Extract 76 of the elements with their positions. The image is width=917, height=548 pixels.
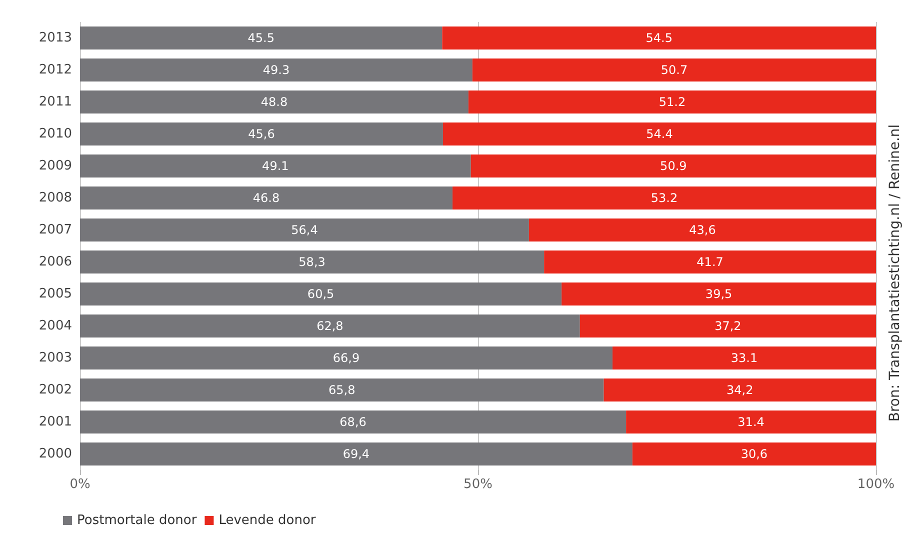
data-label: 33.1 — [730, 351, 758, 365]
text: Bron: Transplantatiestichting.nl / Renine.nl — [887, 124, 903, 422]
y-tick-label: 2004 — [38, 318, 72, 334]
bar — [80, 378, 604, 402]
bar — [468, 90, 876, 114]
data-label: 34,2 — [726, 383, 754, 397]
data-label: 49.3 — [262, 63, 290, 77]
bar — [470, 154, 876, 178]
bar — [80, 314, 580, 338]
data-label: 50.9 — [660, 159, 687, 173]
y-tick-label: 2002 — [38, 382, 72, 398]
bar — [528, 218, 876, 242]
bar — [80, 218, 529, 242]
data-label: 60,5 — [307, 287, 334, 301]
bar — [80, 442, 632, 466]
data-label: 43,6 — [689, 223, 716, 237]
bar — [544, 250, 876, 274]
y-tick-label: 2010 — [38, 126, 72, 142]
bar — [80, 26, 442, 50]
bar — [80, 186, 453, 210]
data-label: 62,8 — [316, 319, 344, 333]
bar — [442, 122, 876, 146]
data-label: 39,5 — [705, 287, 732, 301]
bar — [80, 410, 626, 434]
data-label: 45,6 — [248, 127, 275, 141]
y-tick-label: 2003 — [38, 350, 72, 366]
data-label: 48.8 — [260, 95, 288, 109]
data-label: 65,8 — [328, 383, 356, 397]
x-tick-label: 100% — [857, 477, 895, 492]
bar — [80, 250, 544, 274]
x-tick-label: 0% — [70, 477, 90, 492]
y-tick-label: 2001 — [38, 414, 72, 430]
bar — [80, 58, 472, 82]
data-label: 51.2 — [658, 95, 686, 109]
y-tick-label: 2006 — [38, 254, 72, 270]
y-tick-label: 2011 — [38, 94, 72, 110]
y-tick-label: 2000 — [38, 446, 72, 462]
data-label: 69,4 — [342, 447, 370, 461]
data-label: 49.1 — [262, 159, 289, 173]
y-tick-label: 2008 — [38, 190, 72, 206]
data-label: 50.7 — [660, 63, 688, 77]
data-label: 31.4 — [738, 415, 764, 429]
bar — [562, 282, 876, 306]
data-label: 54.4 — [646, 127, 673, 141]
y-tick-label: 2005 — [38, 286, 72, 302]
bar — [626, 410, 876, 434]
y-tick-label: 2013 — [38, 30, 72, 46]
data-label: 54.5 — [646, 31, 672, 45]
data-label: 45.5 — [248, 31, 274, 45]
data-label: 41.7 — [696, 255, 724, 269]
data-label: 68,6 — [340, 415, 366, 429]
bar — [80, 346, 613, 370]
bar — [472, 58, 876, 82]
y-tick-label: 2007 — [38, 222, 72, 238]
bar — [442, 26, 876, 50]
bar — [80, 282, 562, 306]
bar — [80, 122, 443, 146]
x-tick-label: 50% — [464, 477, 492, 492]
y-tick-label: 2009 — [38, 158, 72, 174]
data-label: 30,6 — [740, 447, 768, 461]
data-label: 56,4 — [291, 223, 318, 237]
legend-label: Postmortale donor — [77, 513, 198, 528]
data-label: 58,3 — [298, 255, 326, 269]
y-tick-label: 2012 — [38, 62, 72, 78]
legend-label: Levende donor — [218, 513, 316, 528]
bar — [580, 314, 876, 338]
data-label: 53.2 — [650, 191, 678, 205]
bar — [452, 186, 876, 210]
data-label: 37,2 — [714, 319, 742, 333]
bar — [632, 442, 876, 466]
data-label: 66,9 — [332, 351, 360, 365]
bar — [604, 378, 876, 402]
bar — [612, 346, 876, 370]
data-label: 46.8 — [252, 191, 280, 205]
bar — [80, 90, 468, 114]
bar — [80, 154, 471, 178]
